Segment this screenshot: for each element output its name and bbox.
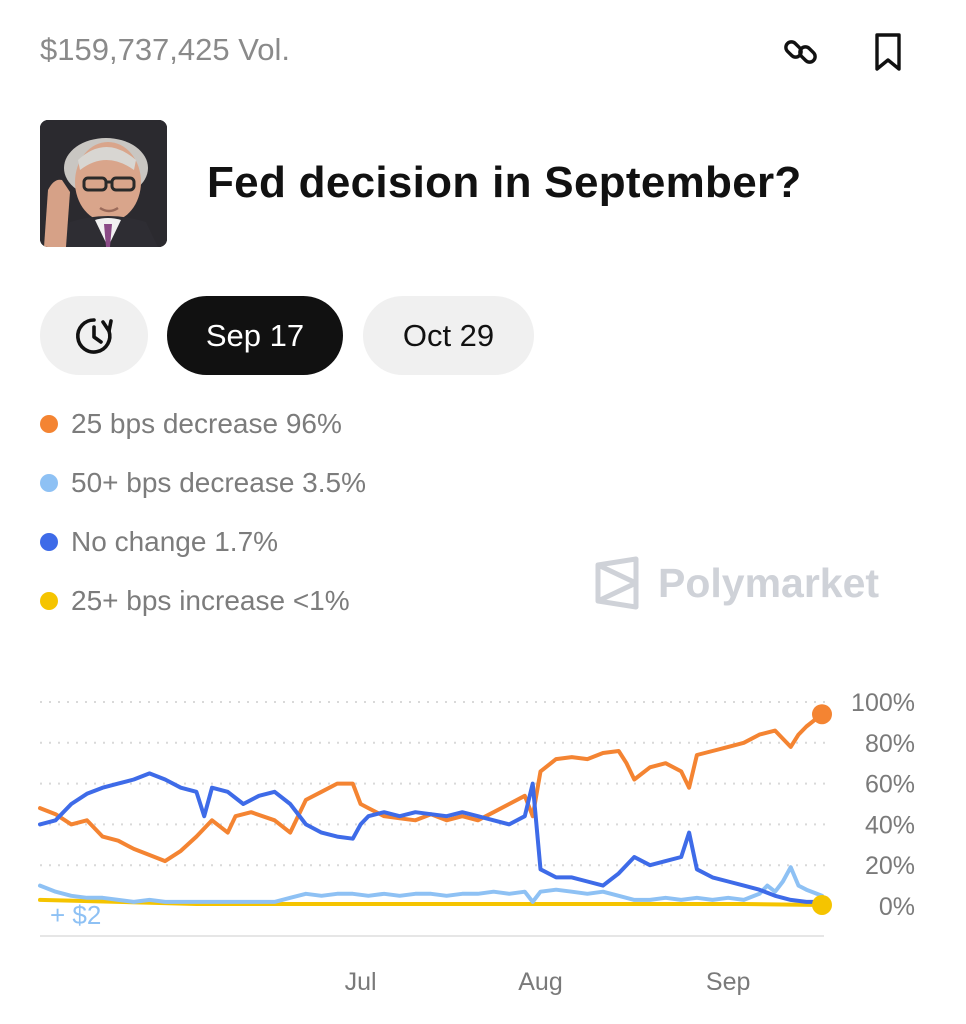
series-line <box>38 712 824 864</box>
series-line <box>38 865 824 904</box>
market-title: Fed decision in September? <box>207 158 802 207</box>
history-tab[interactable] <box>40 296 148 375</box>
polymarket-watermark: Polymarket <box>592 553 879 613</box>
y-tick-label: 60% <box>865 771 915 799</box>
legend-label: No change 1.7% <box>71 526 279 557</box>
market-avatar <box>40 120 167 247</box>
legend-dot <box>40 415 58 433</box>
probability-chart: 100% 80% 60% 40% 20% 0% Jul Aug Sep + $2 <box>38 689 915 996</box>
tab-sep-17[interactable]: Sep 17 <box>167 296 343 375</box>
x-tick-label: Sep <box>706 968 750 996</box>
y-tick-label: 80% <box>865 730 915 758</box>
market-header: Fed decision in September? <box>40 120 940 248</box>
legend-label: 25 bps decrease 96% <box>71 408 342 439</box>
y-tick-label: 40% <box>865 811 915 839</box>
legend-item-25-bps-decrease[interactable]: 25 bps decrease 96% <box>38 404 342 444</box>
legend-label: 25+ bps increase <1% <box>71 585 350 616</box>
bookmark-button[interactable] <box>866 30 910 74</box>
legend-item-25-bps-increase[interactable]: 25+ bps increase <1% <box>38 581 350 621</box>
y-tick-label: 20% <box>865 852 915 880</box>
volume-label: $159,737,425 Vol. <box>40 32 290 67</box>
x-tick-label: Jul <box>345 968 377 996</box>
series-end-marker <box>812 894 832 915</box>
series-line <box>38 771 824 904</box>
legend-dot <box>40 592 58 610</box>
link-icon <box>784 40 817 64</box>
tab-oct-29[interactable]: Oct 29 <box>363 296 534 375</box>
y-tick-label: 0% <box>879 893 915 921</box>
legend-item-no-change[interactable]: No change 1.7% <box>38 522 278 562</box>
bookmark-icon <box>875 33 901 71</box>
x-tick-label: Aug <box>518 968 562 996</box>
polymarket-logo-icon <box>595 556 639 610</box>
legend-dot <box>40 533 58 551</box>
watermark-text: Polymarket <box>658 559 880 606</box>
link-button[interactable] <box>780 30 824 74</box>
legend-dot <box>40 474 58 492</box>
chart-annotation: + $2 <box>50 900 101 930</box>
clock-history-icon <box>76 317 113 354</box>
y-tick-label: 100% <box>851 689 915 717</box>
legend-item-50-bps-decrease[interactable]: 50+ bps decrease 3.5% <box>38 463 366 503</box>
series-line <box>38 897 824 907</box>
legend-label: 50+ bps decrease 3.5% <box>71 467 366 498</box>
series-end-marker <box>812 704 832 725</box>
top-bar: $159,737,425 Vol. <box>40 30 920 74</box>
